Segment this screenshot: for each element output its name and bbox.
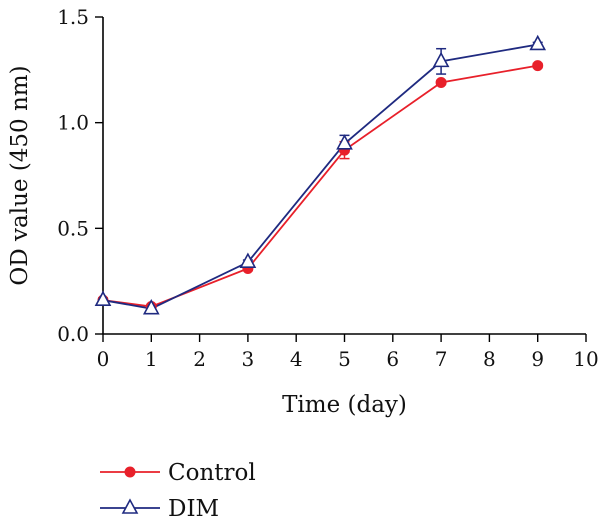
- y-tick-label: 1.0: [57, 111, 89, 135]
- x-tick-label: 2: [193, 347, 206, 371]
- y-tick-label: 0.5: [57, 216, 89, 240]
- x-tick-label: 7: [435, 347, 448, 371]
- legend-label-control: Control: [168, 460, 256, 486]
- error-bars: [98, 41, 543, 312]
- x-axis-title: Time (day): [282, 392, 407, 418]
- x-tick-label: 9: [531, 347, 544, 371]
- series-line-dim: [102, 43, 538, 310]
- x-tick-label: 8: [483, 347, 496, 371]
- data-point-dim: [142, 298, 160, 315]
- legend-marker-control: [124, 466, 136, 478]
- data-point-dim: [432, 51, 450, 68]
- x-tick-label: 6: [386, 347, 399, 371]
- axes: [102, 17, 586, 335]
- y-axis-title: OD value (450 nm): [7, 65, 33, 285]
- legend-label-dim: DIM: [168, 496, 219, 522]
- data-markers: [94, 34, 547, 315]
- data-point-dim: [239, 252, 257, 268]
- data-point-dim: [94, 290, 112, 306]
- x-tick-label: 4: [290, 347, 303, 371]
- legend-item-dim: DIM: [100, 496, 219, 522]
- y-tick-label: 0.0: [57, 322, 89, 346]
- series-lines: [102, 43, 538, 310]
- data-point-dim: [336, 134, 353, 150]
- data-point-control: [532, 60, 544, 72]
- x-tick-label: 1: [145, 347, 158, 371]
- legend-item-control: Control: [100, 460, 256, 486]
- axis-ticks: 0 1 2 3 4 5 6 7 8 9 10 0.0 0.5 1.0 1.5: [57, 5, 599, 371]
- legend-marker-dim: [121, 498, 139, 514]
- data-point-dim: [529, 34, 547, 51]
- y-tick-label: 1.5: [57, 5, 89, 29]
- x-tick-label: 5: [338, 347, 351, 371]
- x-tick-label: 3: [242, 347, 255, 371]
- x-tick-label: 10: [573, 347, 598, 371]
- series-line-control: [102, 64, 538, 308]
- data-point-control: [435, 77, 447, 89]
- legend: Control DIM: [100, 460, 256, 522]
- x-tick-label: 0: [97, 347, 110, 371]
